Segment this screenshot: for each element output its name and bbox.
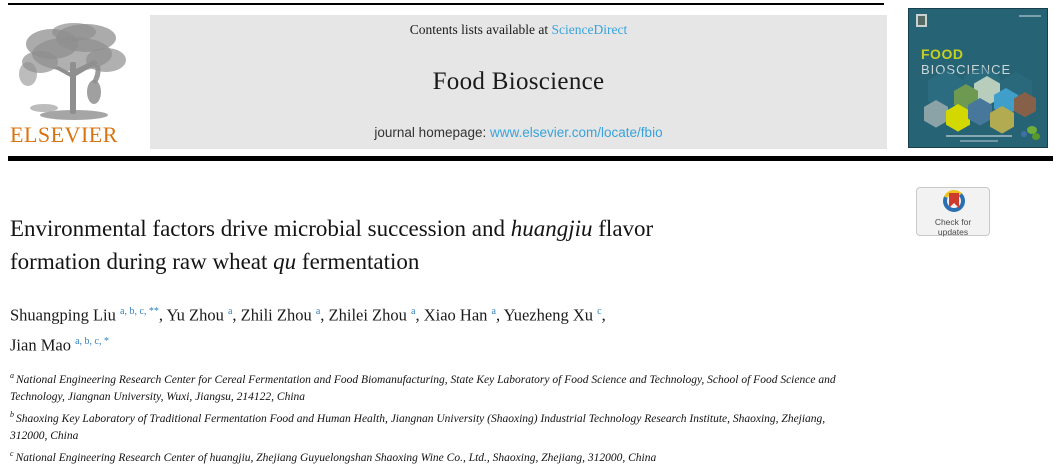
author-name[interactable]: Xiao Han [423, 305, 492, 325]
affiliation-marker: b [10, 409, 16, 419]
contents-line: Contents lists available at ScienceDirec… [410, 22, 627, 38]
article-title-line: Environmental factors drive microbial su… [10, 216, 654, 241]
affiliation-marker: c [10, 448, 16, 458]
author-list: Shuangping Liu a, b, c, **, Yu Zhou a, Z… [10, 299, 870, 358]
affiliation-text: National Engineering Research Center for… [10, 373, 836, 403]
journal-masthead-box: Contents lists available at ScienceDirec… [150, 15, 887, 149]
cover-hexagon-art [908, 8, 1048, 148]
sciencedirect-link[interactable]: ScienceDirect [551, 22, 628, 37]
check-badge-label-line1: Check for [934, 217, 972, 227]
cover-hexagon [968, 98, 992, 126]
author-affiliation-marker: a, b, c, * [75, 335, 109, 347]
author-affiliation-marker: a [491, 306, 496, 317]
check-updates-icon [943, 190, 965, 212]
cover-hexagon [924, 100, 948, 128]
affiliation-item: a National Engineering Research Center f… [10, 367, 862, 406]
author-affiliation-marker: a [411, 306, 416, 317]
journal-cover-thumbnail[interactable]: FOOD BIOSCIENCE [908, 8, 1048, 148]
journal-title: Food Bioscience [432, 67, 605, 95]
header-divider-rule [8, 156, 1053, 161]
affiliation-text: Shaoxing Key Laboratory of Traditional F… [10, 412, 826, 442]
cover-hexagon [1014, 92, 1036, 118]
affiliation-item: c National Engineering Research Center o… [10, 445, 862, 466]
affiliation-text: National Engineering Research Center of … [15, 451, 657, 464]
elsevier-wordmark: ELSEVIER [10, 122, 118, 147]
author-name[interactable]: Yu Zhou [166, 305, 228, 325]
cover-footer-text-placeholder [946, 135, 1012, 137]
cover-issue-text-placeholder [1019, 15, 1041, 17]
author-name[interactable]: Shuangping Liu [10, 305, 120, 325]
contents-prefix-text: Contents lists available at [409, 22, 552, 37]
cover-publisher-logo-icon [916, 14, 927, 27]
author-line: Jian Mao a, b, c, * [10, 329, 870, 359]
author-affiliation-marker: a [315, 306, 321, 317]
author-affiliation-marker: a, b, c, ** [120, 306, 159, 317]
cover-molecule-icon [1020, 124, 1042, 142]
affiliation-marker: a [10, 371, 16, 380]
article-title: Environmental factors drive microbial su… [10, 212, 850, 278]
check-for-updates-badge[interactable]: Check for updates [916, 187, 990, 236]
affiliation-list: a National Engineering Research Center f… [10, 367, 862, 466]
author-affiliation-marker: a [227, 306, 233, 317]
author-affiliation-marker: c [597, 306, 602, 317]
elsevier-logo[interactable]: ELSEVIER [10, 18, 142, 150]
journal-homepage-link[interactable]: www.elsevier.com/locate/fbio [490, 125, 663, 140]
elsevier-tree-icon [19, 23, 126, 120]
author-name[interactable]: Yuezheng Xu [503, 305, 598, 325]
article-title-line: formation during raw wheat qu fermentati… [10, 249, 420, 274]
cover-footer-text-placeholder-2 [960, 140, 998, 142]
cover-hexagon [946, 104, 970, 132]
top-divider-rule [8, 3, 884, 5]
journal-homepage-line: journal homepage: www.elsevier.com/locat… [374, 125, 662, 140]
affiliation-item: b Shaoxing Key Laboratory of Traditional… [10, 406, 862, 445]
author-name[interactable]: Jian Mao [10, 335, 76, 354]
author-line: Shuangping Liu a, b, c, **, Yu Zhou a, Z… [10, 305, 606, 325]
author-name[interactable]: Zhilei Zhou [328, 305, 412, 325]
author-name[interactable]: Zhili Zhou [240, 305, 316, 325]
check-badge-label-line2: updates [937, 226, 969, 237]
cover-title-food: FOOD [921, 46, 964, 62]
homepage-prefix-text: journal homepage: [374, 125, 490, 140]
